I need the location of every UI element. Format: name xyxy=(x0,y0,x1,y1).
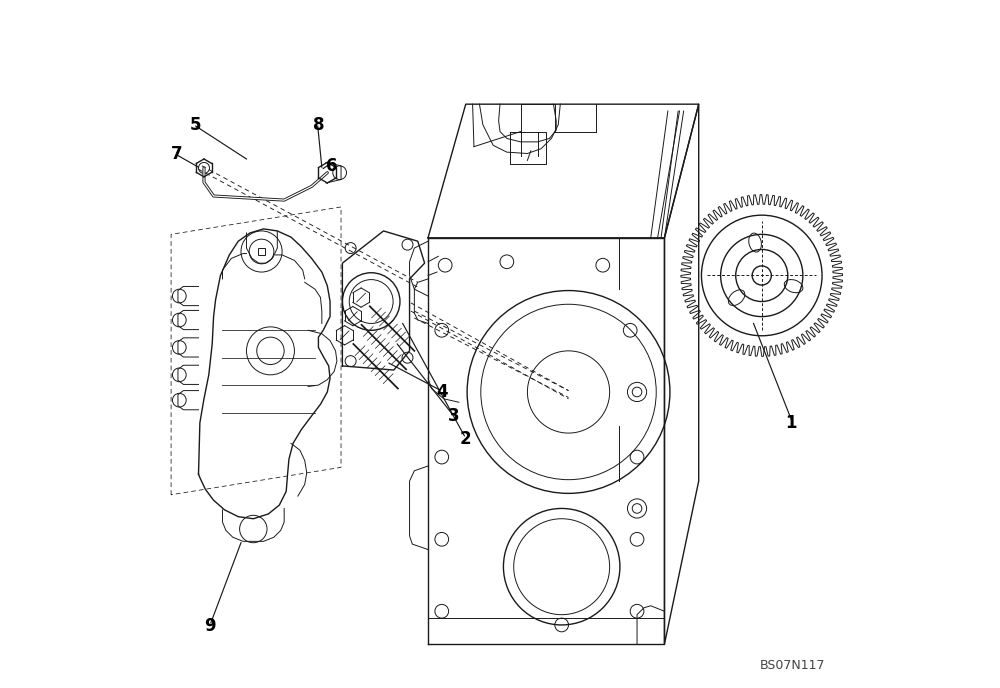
Text: 9: 9 xyxy=(204,617,216,635)
Text: 5: 5 xyxy=(189,116,201,133)
Text: 4: 4 xyxy=(436,383,448,401)
Text: 2: 2 xyxy=(460,429,472,448)
Text: 1: 1 xyxy=(785,413,797,432)
Text: 6: 6 xyxy=(326,157,338,175)
Text: 8: 8 xyxy=(313,116,324,133)
Bar xyxy=(258,248,265,255)
Text: BS07N117: BS07N117 xyxy=(760,658,825,671)
Text: 7: 7 xyxy=(171,145,182,163)
Text: 3: 3 xyxy=(448,407,459,425)
